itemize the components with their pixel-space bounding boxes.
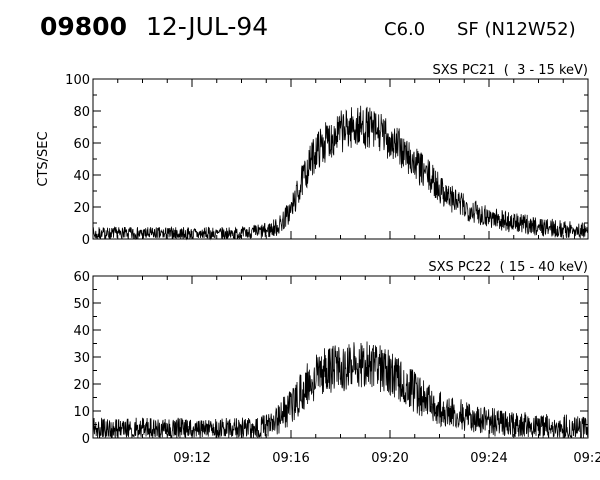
y-tick-label: 30 [73, 351, 90, 366]
y-tick-label: 20 [73, 378, 90, 393]
y-tick-label: 80 [73, 105, 90, 120]
event-date: 12-JUL-94 [146, 12, 269, 41]
lightcurve-series-2 [92, 341, 589, 439]
x-tick-label: 09:2 [573, 451, 600, 466]
flare-class: C6.0 [384, 19, 426, 40]
y-tick-label: 0 [82, 233, 90, 248]
lightcurve-series-1 [92, 105, 589, 241]
y-tick-label: 40 [73, 324, 90, 339]
y-axis-label: CTS/SEC [36, 131, 51, 186]
x-tick-label: 09:12 [173, 451, 210, 466]
y-tick-label: 20 [73, 201, 90, 216]
y-tick-label: 40 [73, 169, 90, 184]
x-tick-label: 09:20 [371, 451, 408, 466]
event-id: 09800 [40, 12, 127, 41]
y-tick-label: 100 [65, 73, 90, 88]
x-tick-label: 09:16 [272, 451, 309, 466]
y-tick-label: 10 [73, 405, 90, 420]
x-tick-label: 09:24 [470, 451, 507, 466]
y-tick-label: 0 [82, 432, 90, 447]
y-tick-label: 60 [73, 137, 90, 152]
flare-location: SF (N12W52) [457, 19, 576, 40]
panel-title-pc21: SXS PC21 ( 3 - 15 keV) [432, 63, 588, 78]
y-tick-label: 60 [73, 270, 90, 285]
panel-title-pc22: SXS PC22 ( 15 - 40 keV) [428, 260, 588, 275]
y-tick-label: 50 [73, 297, 90, 312]
